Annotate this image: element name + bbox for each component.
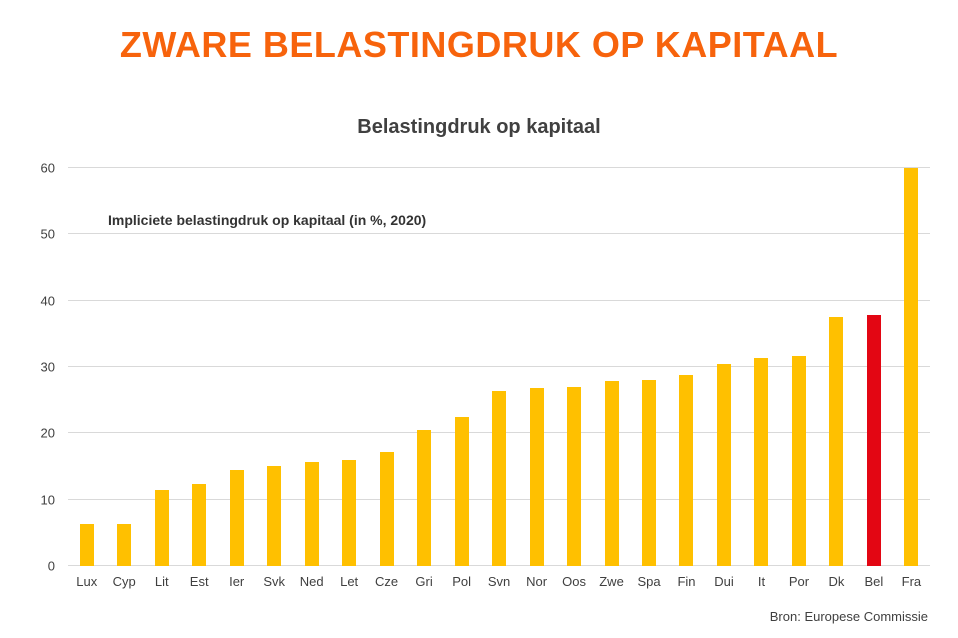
gridline: [68, 233, 930, 235]
plot-area: Impliciete belastingdruk op kapitaal (in…: [41, 162, 930, 573]
bar-svn: [492, 390, 507, 566]
bar-slot: [180, 168, 217, 566]
x-tick-label: Zwe: [599, 574, 624, 589]
bar-dk: [829, 317, 844, 566]
bar-slot: [293, 168, 330, 566]
bar-est: [192, 484, 207, 566]
x-tick-label: Svn: [487, 574, 511, 589]
bar-lux: [79, 524, 94, 566]
bar-slot: [668, 168, 705, 566]
x-tick-label: Svk: [263, 574, 285, 589]
bar-slot: [555, 168, 592, 566]
x-tick-label: Ned: [299, 574, 324, 589]
chart-title: Belastingdruk op kapitaal: [357, 116, 601, 138]
bar-zwe: [604, 380, 619, 566]
bar-slot: [518, 168, 555, 566]
bar-slot: [443, 168, 480, 566]
y-tick-label: 30: [40, 359, 55, 375]
x-tick-label: Oos: [562, 574, 586, 589]
x-tick-label: It: [757, 574, 766, 589]
bar-slot: [593, 168, 630, 566]
x-tick-label: Cze: [375, 574, 399, 589]
bar-oos: [567, 386, 582, 566]
bar-nor: [529, 388, 544, 566]
x-tick-label: Spa: [637, 574, 661, 589]
bar-slot: [105, 168, 142, 566]
bar-slot: [143, 168, 180, 566]
y-tick-label: 0: [47, 558, 55, 574]
bar-fra: [904, 168, 919, 566]
x-tick-label: Nor: [526, 574, 548, 589]
x-tick-label: Pol: [452, 574, 471, 589]
x-tick-label: Por: [788, 574, 810, 589]
bar-slot: [218, 168, 255, 566]
bar-svk: [267, 465, 282, 566]
x-tick-label: Dk: [828, 574, 845, 589]
bar-let: [342, 459, 357, 566]
bar-lit: [154, 489, 169, 566]
y-tick-label: 10: [40, 492, 55, 508]
bar-dui: [716, 363, 731, 566]
bar-it: [754, 357, 769, 566]
x-tick-label: Bel: [864, 574, 884, 589]
bars: [68, 168, 930, 566]
x-tick-label: Lux: [76, 574, 98, 589]
x-tick-label: Gri: [415, 574, 433, 589]
x-tick-label: Cyp: [112, 574, 136, 589]
x-tick-label: Let: [340, 574, 359, 589]
bar-slot: [480, 168, 517, 566]
x-tick-label: Fin: [677, 574, 696, 589]
x-tick-label: Est: [189, 574, 209, 589]
gridline: [68, 366, 930, 367]
gridline: [68, 167, 930, 168]
bar-slot: [705, 168, 742, 566]
x-tick-label: Lit: [154, 574, 169, 589]
source-note: Bron: Europese Commissie: [769, 609, 928, 624]
y-tick-label: 20: [40, 425, 55, 441]
bar-fin: [679, 374, 694, 566]
bar-slot: [855, 168, 892, 566]
bar-slot: [893, 168, 930, 566]
bar-slot: [405, 168, 442, 566]
page-title: ZWARE BELASTINGDRUK OP KAPITAAL: [119, 24, 839, 65]
bar-slot: [743, 168, 780, 566]
x-tick-label: Ier: [229, 574, 245, 589]
bar-gri: [417, 430, 432, 566]
bar-slot: [818, 168, 855, 566]
gridline: [68, 299, 930, 301]
bar-slot: [330, 168, 367, 566]
bar-cyp: [117, 524, 132, 566]
bar-slot: [255, 168, 292, 566]
bar-spa: [642, 379, 656, 566]
bar-bel: [866, 314, 881, 566]
x-tick-label: Dui: [714, 574, 734, 589]
bar-ned: [304, 461, 319, 566]
y-tick-label: 50: [40, 226, 55, 242]
bar-pol: [454, 416, 469, 566]
x-tick-label: Fra: [901, 574, 922, 589]
chart-annotation: Impliciete belastingdruk op kapitaal (in…: [108, 212, 427, 228]
bar-por: [791, 355, 806, 566]
bar-slot: [780, 168, 817, 566]
y-tick-label: 40: [40, 293, 55, 309]
y-tick-label: 60: [40, 160, 55, 176]
bar-slot: [630, 168, 667, 566]
bar-ier: [229, 470, 244, 566]
x-axis: Lux Cyp Lit Est Ier Svk Ned Let Cze Gri Pol Svn Nor O…: [68, 574, 930, 589]
bar-slot: [368, 168, 405, 566]
bar-cze: [379, 451, 394, 566]
bar-slot: [68, 168, 105, 566]
